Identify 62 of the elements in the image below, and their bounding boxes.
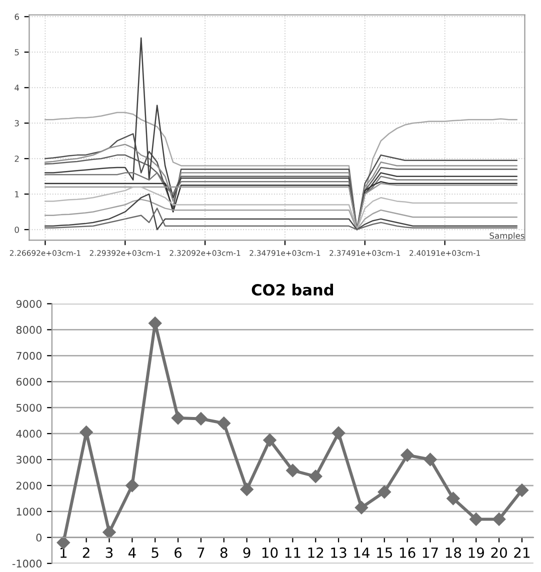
x-axis-title: Samples [490, 232, 524, 240]
y-tick-label: 2000 [16, 482, 42, 490]
x-tick-label: 8 [220, 547, 228, 558]
y-tick-label: 7000 [16, 352, 42, 360]
x-tick-label: 13 [331, 547, 346, 558]
x-tick-label: 21 [514, 547, 530, 558]
y-tick-label: 4000 [16, 430, 42, 438]
y-tick-label: 0 [36, 534, 42, 542]
x-tick-label: 16 [400, 547, 416, 558]
point [217, 416, 230, 430]
point [446, 492, 460, 506]
x-tick-label: 14 [354, 548, 370, 558]
x-tick-label: 7 [198, 548, 204, 558]
y-tick-label: 3000 [16, 456, 42, 464]
point [263, 433, 276, 447]
point [309, 470, 322, 484]
point [332, 426, 346, 440]
y-tick-label: 6 [14, 14, 19, 20]
x-tick-label: 15 [377, 548, 392, 558]
point [354, 501, 368, 514]
y-tick-label: 4 [14, 84, 20, 91]
x-tick-label: 20 [491, 547, 507, 558]
x-tick-label: 2 [82, 547, 90, 558]
point [286, 464, 300, 478]
y-tick-label: -1000 [12, 560, 42, 568]
point [424, 452, 437, 466]
point [126, 478, 139, 492]
y-tick-label: 9000 [16, 300, 42, 308]
y-tick-label: 0 [14, 226, 19, 233]
point [400, 448, 414, 462]
y-tick-label: 8000 [16, 326, 42, 334]
x-tick-label: 12 [308, 547, 324, 558]
x-tick-label: 5 [152, 548, 158, 558]
x-tick-label: 10 [262, 547, 278, 558]
x-tick-label: 3 [106, 547, 113, 558]
line-series [44, 208, 518, 230]
point [194, 412, 208, 426]
y-tick-label: 5 [14, 49, 19, 56]
y-tick-label: 5000 [16, 404, 42, 412]
point [171, 411, 185, 425]
y-tick-label: 1000 [16, 508, 42, 516]
x-tick-label: 18 [446, 547, 462, 558]
point [378, 485, 391, 499]
point [148, 316, 162, 330]
chart-title: CO2 band [252, 284, 333, 296]
point [470, 512, 483, 526]
point [80, 426, 93, 439]
point [56, 536, 70, 550]
x-tick-label: 17 [422, 548, 438, 558]
point [492, 512, 506, 526]
y-tick-label: 6000 [16, 378, 42, 386]
x-tick-label: 19 [468, 547, 484, 558]
point [515, 484, 529, 497]
y-tick-label: 3 [14, 120, 19, 126]
x-tick-label: 6 [174, 547, 182, 558]
x-tick-label: 4 [128, 548, 136, 558]
point [102, 526, 116, 539]
y-tick-label: 1 [15, 191, 19, 198]
x-tick-label: 11 [285, 548, 300, 558]
y-tick-label: 2 [14, 156, 19, 162]
point [240, 482, 254, 496]
x-tick-label: 9 [243, 547, 250, 558]
